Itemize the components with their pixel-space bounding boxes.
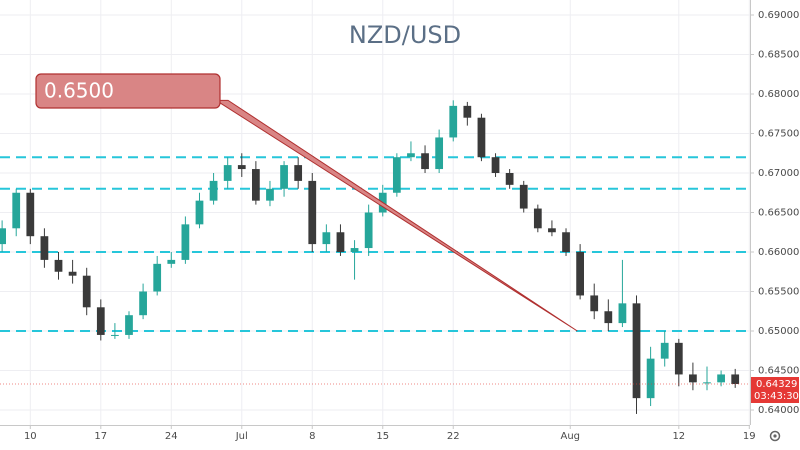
candle-body: [237, 165, 246, 170]
candle-body: [350, 248, 359, 252]
candle-body: [223, 165, 232, 181]
y-tick-label: 0.67500: [758, 129, 799, 140]
x-tick-label: 17: [94, 431, 107, 442]
candle-body: [251, 169, 260, 201]
y-tick-label: 0.69000: [758, 10, 799, 21]
annotation-text: 0.6500: [44, 79, 114, 103]
y-tick-label: 0.66000: [758, 247, 799, 258]
y-tick-label: 0.68500: [758, 50, 799, 61]
candle-body: [195, 200, 204, 225]
x-tick-label: 8: [309, 431, 315, 442]
candle-body: [519, 184, 528, 209]
candle-body: [308, 180, 317, 245]
x-tick-label: Jul: [235, 431, 248, 442]
candle-body: [421, 153, 429, 170]
candle-body: [674, 342, 683, 375]
candle-body: [266, 188, 274, 201]
levels: [0, 156, 750, 332]
candle-body: [54, 259, 63, 272]
candle-body: [505, 173, 514, 185]
candle-body: [731, 374, 740, 385]
last-price-box: [751, 377, 799, 404]
x-tick-label: 19: [743, 431, 756, 442]
candle-body: [407, 153, 415, 158]
candle-body: [181, 224, 190, 260]
candle-body: [364, 212, 373, 249]
candle-body: [336, 232, 345, 252]
candle-body: [660, 342, 669, 359]
axes: 0.64000 0.64500 0.65000 0.65500 0.66000 0.665…: [0, 10, 799, 442]
x-tick-label: 10: [24, 431, 37, 442]
candle-body: [703, 382, 711, 384]
candle-body: [111, 334, 119, 336]
y-tick-label: 0.68000: [758, 89, 799, 100]
candle-body: [96, 307, 105, 335]
candle-body: [548, 228, 556, 233]
x-tick-label: Aug: [560, 431, 580, 442]
y-tick-label: 0.65500: [758, 286, 799, 297]
candle-body: [392, 157, 401, 193]
candle-body: [209, 180, 218, 201]
annotation-line: [214, 99, 578, 332]
candle-body: [590, 295, 599, 312]
candle-body: [167, 259, 176, 264]
candle-body: [717, 374, 725, 383]
candle-body: [533, 208, 542, 229]
candle-body: [12, 192, 21, 229]
candle-body: [153, 263, 162, 292]
candle-body: [40, 236, 49, 260]
candle-body: [632, 303, 641, 399]
candle-body: [280, 165, 288, 189]
annotation-box: [35, 73, 221, 109]
candle-body: [477, 117, 486, 158]
chart-title: NZD/USD: [349, 21, 461, 49]
settings-icon[interactable]: [769, 430, 781, 442]
candles: [0, 100, 740, 414]
x-tick-label: 15: [376, 431, 389, 442]
candle-body: [689, 374, 697, 383]
candle-body: [322, 232, 331, 245]
candle-body: [576, 251, 584, 296]
y-tick-label: 0.64000: [758, 405, 799, 416]
y-tick-label: 0.65000: [758, 326, 799, 337]
candle-body: [0, 228, 6, 245]
candle-body: [68, 271, 77, 276]
gear-ring: [769, 430, 781, 442]
candle-body: [604, 311, 613, 324]
gear-center: [773, 434, 777, 438]
countdown-label: 03:43:30: [754, 391, 799, 402]
candle-body: [491, 157, 500, 174]
candle-body: [125, 315, 133, 335]
candle-body: [139, 291, 147, 316]
candle-body: [449, 105, 458, 138]
annotation-layer: 0.6500: [35, 73, 578, 332]
last-price-label: 0.64329: [756, 379, 797, 390]
candle-body: [82, 275, 91, 308]
candle-body: [618, 303, 627, 324]
x-tick-label: 22: [447, 431, 460, 442]
x-tick-label: 12: [672, 431, 685, 442]
y-tick-label: 0.67000: [758, 168, 799, 179]
y-tick-label: 0.64500: [758, 365, 799, 376]
candle-body: [562, 232, 570, 252]
candle-body: [646, 358, 655, 399]
candle-body: [435, 137, 444, 170]
y-tick-label: 0.66500: [758, 208, 799, 219]
x-tick-label: 24: [165, 431, 178, 442]
candle-body: [26, 192, 35, 237]
candle-body: [294, 165, 303, 181]
candle-body: [463, 105, 472, 118]
